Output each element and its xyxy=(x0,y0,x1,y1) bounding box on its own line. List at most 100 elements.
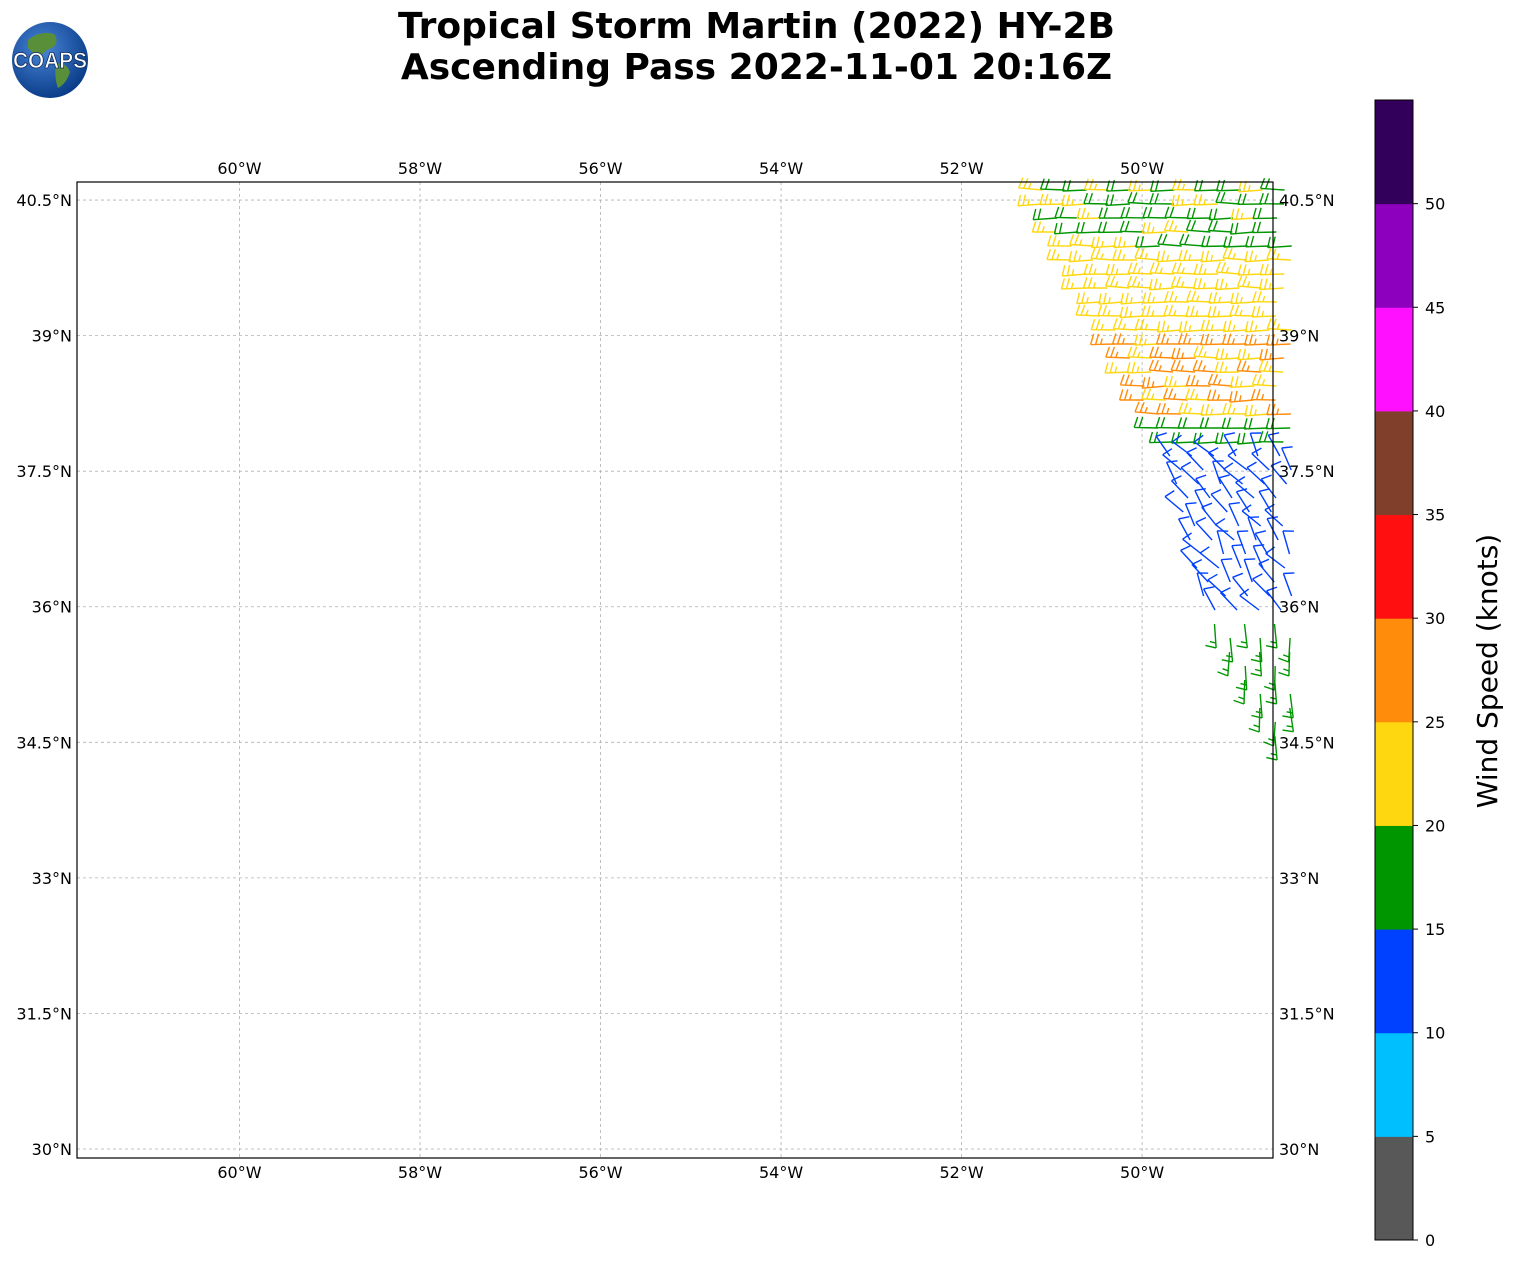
lon-tick-label-bottom: 50°W xyxy=(1120,1163,1164,1182)
lon-tick-label-bottom: 60°W xyxy=(217,1163,261,1182)
wind-barb xyxy=(1195,474,1211,499)
wind-barb xyxy=(1251,305,1277,318)
wind-barb xyxy=(1265,623,1278,649)
wind-barb xyxy=(1156,250,1181,263)
axis-ticks: 60°W 60°W 58°W 58°W 56°W 56°W 54°W 54°W 52°W 52°W… xyxy=(16,159,1334,1182)
wind-barb xyxy=(1227,448,1248,471)
wind-barb xyxy=(1252,544,1265,569)
wind-barb xyxy=(1229,376,1255,388)
wind-barb xyxy=(1243,558,1256,583)
lat-tick-label-right: 39°N xyxy=(1279,327,1319,346)
wind-barb xyxy=(1222,320,1248,333)
wind-barb xyxy=(1164,490,1184,513)
wind-barb xyxy=(1163,304,1189,317)
lat-tick-label-left: 30°N xyxy=(32,1140,72,1159)
lat-tick-label-right: 31.5°N xyxy=(1279,1004,1335,1023)
colorbar-segment xyxy=(1375,1032,1413,1137)
wind-barb xyxy=(1053,222,1079,235)
lat-tick-label-right: 37.5°N xyxy=(1279,462,1335,481)
wind-barb xyxy=(1105,194,1130,207)
wind-barb xyxy=(1208,208,1234,221)
colorbar-label: Wind Speed (knots) xyxy=(1471,534,1504,808)
wind-barb xyxy=(1230,208,1256,221)
wind-barb xyxy=(1111,333,1137,345)
wind-barb xyxy=(1104,275,1130,289)
wind-barb xyxy=(1133,334,1159,346)
wind-barb xyxy=(1170,359,1196,373)
wind-barb xyxy=(1258,360,1284,373)
wind-barb xyxy=(1186,207,1212,220)
wind-barb xyxy=(1170,432,1196,444)
wind-barb xyxy=(1191,558,1209,583)
wind-barb xyxy=(1250,388,1276,401)
wind-barb xyxy=(1229,390,1254,403)
colorbar-segment xyxy=(1375,929,1413,1034)
wind-barb xyxy=(1194,488,1206,513)
wind-barb xyxy=(1126,275,1152,289)
wind-barb xyxy=(1282,707,1295,733)
wind-barb xyxy=(1163,388,1188,401)
wind-barb xyxy=(1185,388,1210,401)
wind-barb xyxy=(1141,222,1167,234)
wind-barb xyxy=(1182,532,1202,555)
wind-barb xyxy=(1164,290,1189,303)
wind-barb xyxy=(1156,402,1181,415)
wind-barb xyxy=(1223,236,1248,248)
wind-barb xyxy=(1239,588,1260,611)
colorbar-tick-label: 20 xyxy=(1425,816,1445,835)
wind-barb xyxy=(1254,530,1269,555)
wind-barb xyxy=(1054,206,1080,219)
wind-barb xyxy=(1178,402,1203,415)
wind-barb xyxy=(1230,292,1255,305)
wind-barb xyxy=(1243,417,1269,430)
wind-barb xyxy=(1172,434,1193,457)
wind-barb xyxy=(1119,220,1145,233)
wind-barb xyxy=(1282,572,1295,597)
wind-barb xyxy=(1229,304,1255,317)
title-line-1: Tropical Storm Martin (2022) HY-2B xyxy=(398,6,1115,47)
wind-barb xyxy=(1112,249,1137,261)
wind-barb xyxy=(1243,334,1269,346)
wind-barb xyxy=(1251,373,1277,387)
wind-barb xyxy=(1089,333,1115,346)
wind-barb xyxy=(1142,206,1168,219)
wind-barb xyxy=(1039,178,1065,191)
wind-barb xyxy=(1220,558,1233,583)
wind-barb xyxy=(1076,207,1102,220)
wind-barb xyxy=(1236,275,1262,289)
lon-tick-label-bottom: 54°W xyxy=(759,1163,803,1182)
wind-barb xyxy=(1090,318,1116,331)
wind-barb xyxy=(1259,348,1284,361)
wind-barb xyxy=(1149,262,1175,275)
wind-barb xyxy=(1104,362,1130,374)
wind-barb xyxy=(1196,572,1209,597)
lat-tick-label-right: 30°N xyxy=(1279,1140,1319,1159)
wind-barb xyxy=(1039,193,1064,206)
wind-barb xyxy=(1282,530,1294,555)
wind-barb xyxy=(1142,292,1167,304)
wind-barb xyxy=(1179,233,1204,247)
wind-barb xyxy=(1031,221,1057,233)
wind-barb xyxy=(1127,191,1152,205)
wind-barb xyxy=(1246,461,1266,485)
colorbar-segment xyxy=(1375,203,1413,308)
wind-barb xyxy=(1163,375,1189,388)
wind-barb xyxy=(1232,572,1249,597)
wind-barb xyxy=(1192,359,1218,373)
wind-barb xyxy=(1221,333,1247,345)
wind-barb xyxy=(1215,348,1240,361)
wind-barb xyxy=(1060,277,1086,290)
wind-barb xyxy=(1281,446,1293,471)
wind-barb xyxy=(1156,320,1182,333)
lat-tick-label-left: 40.5°N xyxy=(16,191,72,210)
wind-barb xyxy=(1177,516,1191,541)
wind-barb xyxy=(1217,651,1231,677)
wind-barb xyxy=(1251,447,1270,471)
wind-barb xyxy=(1258,488,1272,513)
lon-tick-label-top: 60°W xyxy=(217,159,261,178)
wind-barb xyxy=(1083,192,1108,205)
wind-barb xyxy=(1249,432,1262,457)
wind-barb xyxy=(1236,530,1249,555)
wind-barb xyxy=(1134,318,1160,331)
